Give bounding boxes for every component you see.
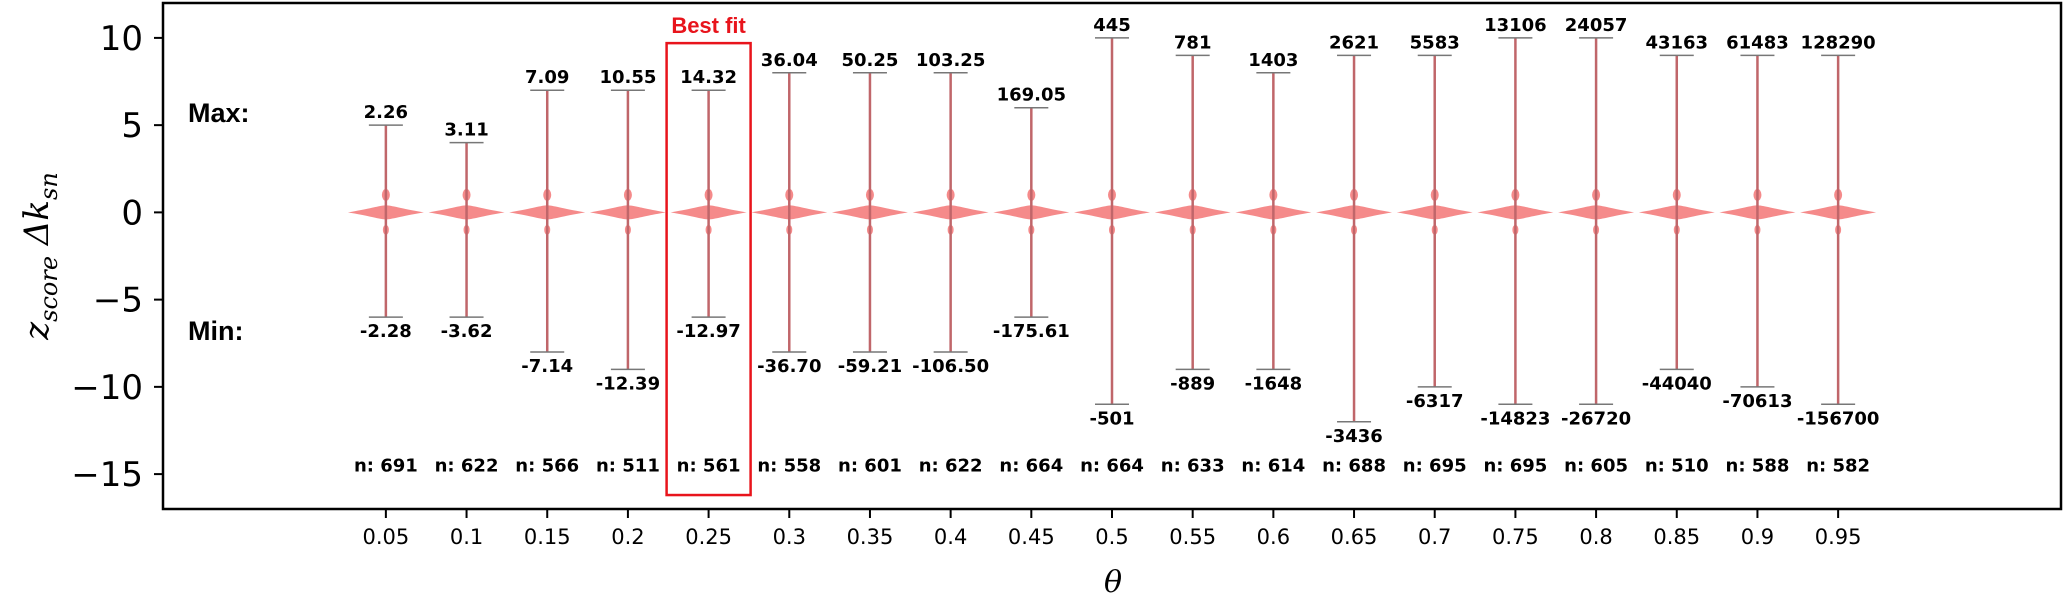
max-value-label: 24057 bbox=[1565, 15, 1628, 36]
x-tick-label: 0.05 bbox=[362, 525, 409, 549]
min-value-label: -6317 bbox=[1406, 391, 1464, 412]
x-tick-label: 0.4 bbox=[934, 525, 967, 549]
x-tick-label: 0.65 bbox=[1331, 525, 1378, 549]
max-value-label: 43163 bbox=[1645, 32, 1708, 53]
max-value-label: 3.11 bbox=[444, 120, 488, 141]
max-value-label: 13106 bbox=[1484, 15, 1547, 36]
count-label: n: 510 bbox=[1645, 455, 1709, 476]
count-label: n: 664 bbox=[1080, 455, 1144, 476]
max-value-label: 781 bbox=[1174, 32, 1212, 53]
data-labels: 2.26 -2.28 n: 691 3.11 -3.62 n: 622 7.09 -7.14 n… bbox=[354, 15, 1879, 476]
y-axis-title: zscore Δksn bbox=[17, 172, 63, 341]
max-value-label: 103.25 bbox=[916, 50, 985, 71]
min-value-label: -14823 bbox=[1480, 408, 1550, 429]
max-value-label: 5583 bbox=[1410, 32, 1460, 53]
count-label: n: 633 bbox=[1161, 455, 1225, 476]
max-value-label: 50.25 bbox=[841, 50, 898, 71]
x-tick-label: 0.45 bbox=[1008, 525, 1055, 549]
y-tick-label: −15 bbox=[71, 455, 143, 495]
max-value-label: 1403 bbox=[1248, 50, 1298, 71]
x-tick-label: 0.95 bbox=[1815, 525, 1862, 549]
min-value-label: -26720 bbox=[1561, 408, 1631, 429]
max-value-label: 61483 bbox=[1726, 32, 1789, 53]
count-label: n: 622 bbox=[919, 455, 983, 476]
max-value-label: 10.55 bbox=[599, 67, 656, 88]
y-tick-label: −10 bbox=[71, 368, 143, 408]
count-label: n: 601 bbox=[838, 455, 902, 476]
max-value-label: 7.09 bbox=[525, 67, 569, 88]
x-tick-label: 0.55 bbox=[1169, 525, 1216, 549]
min-value-label: -156700 bbox=[1797, 408, 1880, 429]
x-tick-label: 0.15 bbox=[524, 525, 571, 549]
min-value-label: -106.50 bbox=[912, 356, 989, 377]
x-tick-label: 0.3 bbox=[773, 525, 806, 549]
min-side-label: Min: bbox=[188, 316, 243, 346]
x-axis-title: θ bbox=[1104, 565, 1122, 600]
min-value-label: -44040 bbox=[1642, 373, 1712, 394]
x-tick-label: 0.1 bbox=[450, 525, 483, 549]
best-fit-box bbox=[665, 41, 752, 497]
y-tick-label: 10 bbox=[100, 19, 143, 59]
x-tick-label: 0.5 bbox=[1095, 525, 1128, 549]
count-label: n: 605 bbox=[1564, 455, 1628, 476]
count-label: n: 695 bbox=[1403, 455, 1467, 476]
max-value-label: 2621 bbox=[1329, 32, 1379, 53]
min-value-label: -12.39 bbox=[596, 373, 660, 394]
x-tick-label: 0.25 bbox=[685, 525, 732, 549]
count-label: n: 691 bbox=[354, 455, 418, 476]
count-label: n: 566 bbox=[515, 455, 579, 476]
x-tick-label: 0.7 bbox=[1418, 525, 1451, 549]
max-value-label: 128290 bbox=[1801, 32, 1876, 53]
min-value-label: -175.61 bbox=[993, 321, 1070, 342]
min-value-label: -1648 bbox=[1245, 373, 1303, 394]
max-value-label: 2.26 bbox=[364, 102, 408, 123]
min-value-label: -12.97 bbox=[676, 321, 740, 342]
min-value-label: -59.21 bbox=[838, 356, 902, 377]
max-value-label: 445 bbox=[1093, 15, 1131, 36]
x-tick-label: 0.85 bbox=[1653, 525, 1700, 549]
x-tick-label: 0.8 bbox=[1579, 525, 1612, 549]
x-tick-label: 0.6 bbox=[1257, 525, 1290, 549]
x-axis: 0.05 0.1 0.15 0.2 0.25 0.3 0.35 0.4 0.45 0.5 0.55 0… bbox=[362, 509, 1862, 549]
count-label: n: 561 bbox=[677, 455, 741, 476]
min-value-label: -501 bbox=[1089, 408, 1134, 429]
best-fit-highlight: Best fit bbox=[665, 13, 752, 497]
min-value-label: -3436 bbox=[1325, 426, 1383, 447]
min-value-label: -3.62 bbox=[441, 321, 493, 342]
count-label: n: 664 bbox=[999, 455, 1063, 476]
count-label: n: 614 bbox=[1241, 455, 1305, 476]
min-value-label: -7.14 bbox=[521, 356, 573, 377]
x-tick-label: 0.2 bbox=[611, 525, 644, 549]
min-value-label: -70613 bbox=[1722, 391, 1792, 412]
min-value-label: -889 bbox=[1170, 373, 1215, 394]
count-label: n: 582 bbox=[1806, 455, 1870, 476]
x-tick-label: 0.75 bbox=[1492, 525, 1539, 549]
count-label: n: 558 bbox=[757, 455, 821, 476]
count-label: n: 695 bbox=[1483, 455, 1547, 476]
max-value-label: 14.32 bbox=[680, 67, 737, 88]
best-fit-label: Best fit bbox=[671, 13, 746, 38]
count-label: n: 688 bbox=[1322, 455, 1386, 476]
min-value-label: -2.28 bbox=[360, 321, 412, 342]
x-tick-label: 0.35 bbox=[847, 525, 894, 549]
max-value-label: 169.05 bbox=[997, 85, 1066, 106]
x-tick-label: 0.9 bbox=[1741, 525, 1774, 549]
y-tick-label: 0 bbox=[121, 193, 143, 233]
y-axis: 10 5 0 −5 −10 −15 bbox=[71, 19, 164, 495]
count-label: n: 511 bbox=[596, 455, 660, 476]
violins bbox=[347, 37, 1877, 423]
y-tick-label: −5 bbox=[93, 281, 143, 321]
min-value-label: -36.70 bbox=[757, 356, 821, 377]
max-side-label: Max: bbox=[188, 98, 250, 128]
count-label: n: 622 bbox=[435, 455, 499, 476]
max-value-label: 36.04 bbox=[761, 50, 818, 71]
y-tick-label: 5 bbox=[121, 106, 143, 146]
count-label: n: 588 bbox=[1726, 455, 1790, 476]
